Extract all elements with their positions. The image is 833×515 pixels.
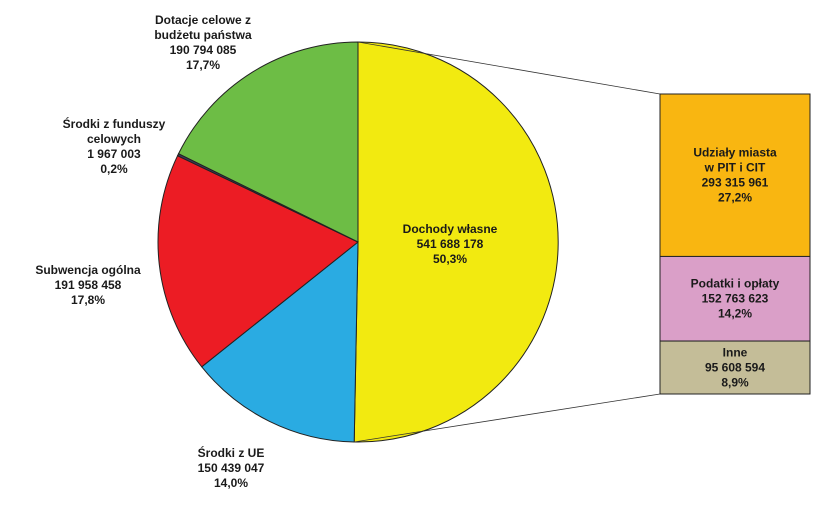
slice-label-3-line: celowych (87, 132, 141, 146)
breakdown-label-2-line: 8,9% (721, 376, 749, 390)
breakdown-connectors (354, 41, 661, 443)
breakdown-bar (659, 93, 811, 395)
slice-label-1-line: Środki z UE (198, 445, 265, 460)
breakdown-label-0-line: w PIT i CIT (704, 161, 766, 175)
slice-label-1: Środki z UE 150 439 047 14,0% (198, 445, 265, 490)
slice-label-0-line: Dochody własne (403, 222, 498, 236)
slice-label-1-line: 14,0% (214, 476, 248, 490)
slice-label-4-line: 17,7% (186, 58, 220, 72)
slice-label-0: Dochody własne 541 688 178 50,3% (403, 222, 498, 266)
slice-label-4-line: budżetu państwa (154, 28, 252, 42)
pie-slice-4 (177, 41, 359, 243)
slice-label-0-line: 541 688 178 (417, 237, 484, 251)
data-labels: Dochody własne 541 688 178 50,3% Środki z U… (35, 13, 779, 490)
breakdown-label-1-line: Podatki i opłaty (691, 277, 780, 291)
breakdown-segment-0 (659, 93, 811, 257)
slice-label-2-line: Subwencja ogólna (35, 263, 141, 277)
slice-label-0-line: 50,3% (433, 252, 467, 266)
pie-slice-1 (201, 240, 359, 443)
breakdown-label-2-line: Inne (723, 346, 748, 360)
breakdown-label-0-line: 293 315 961 (702, 176, 769, 190)
breakdown-label-0: Udziały miasta w PIT i CIT 293 315 961 27,2… (693, 146, 777, 205)
breakdown-segment-1 (659, 255, 811, 342)
slice-label-2-line: 17,8% (71, 293, 105, 307)
slice-label-3-line: 0,2% (100, 162, 128, 176)
pie-slice-0 (353, 41, 559, 443)
slice-label-4: Dotacje celowe z budżetu państwa 190 794 0… (154, 13, 252, 72)
slice-label-1-line: 150 439 047 (198, 461, 265, 475)
breakdown-label-1: Podatki i opłaty 152 763 623 14,2% (691, 277, 780, 321)
breakdown-label-1-line: 14,2% (718, 307, 752, 321)
slice-label-3-line: Środki z funduszy (63, 116, 166, 131)
slice-label-2-line: 191 958 458 (55, 278, 122, 292)
breakdown-label-1-line: 152 763 623 (702, 292, 769, 306)
pie-slice-2 (157, 155, 359, 368)
breakdown-label-0-line: Udziały miasta (693, 146, 777, 160)
slice-label-3-line: 1 967 003 (87, 147, 141, 161)
slice-label-3: Środki z funduszy celowych 1 967 003 0,2% (63, 116, 166, 176)
slice-label-2: Subwencja ogólna 191 958 458 17,8% (35, 263, 141, 307)
breakdown-label-0-line: 27,2% (718, 191, 752, 205)
breakdown-label-2-line: 95 608 594 (705, 361, 765, 375)
connector-line-bottom (354, 393, 661, 443)
breakdown-label-2: Inne 95 608 594 8,9% (705, 346, 765, 390)
pie-slices (157, 41, 559, 443)
slice-label-4-line: 190 794 085 (170, 43, 237, 57)
slice-label-4-line: Dotacje celowe z (155, 13, 251, 27)
breakdown-segment-2 (659, 340, 811, 395)
connector-line-top (357, 41, 661, 95)
